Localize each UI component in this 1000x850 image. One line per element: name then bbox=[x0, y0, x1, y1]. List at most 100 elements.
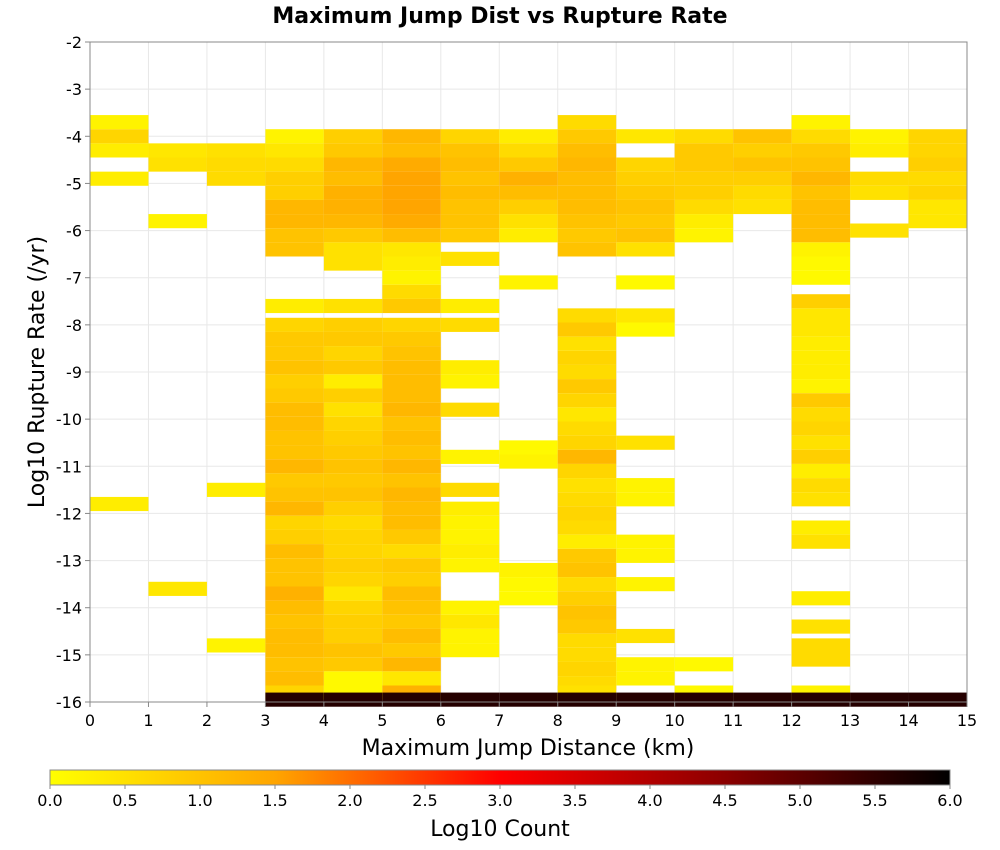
heatmap-cell bbox=[616, 628, 675, 644]
heatmap-cell bbox=[616, 671, 675, 686]
x-tick-label: 1 bbox=[143, 711, 153, 730]
heatmap-cell bbox=[499, 228, 558, 243]
heatmap-cell bbox=[382, 129, 441, 144]
heatmap-cell bbox=[908, 157, 967, 172]
heatmap-cell bbox=[557, 647, 617, 662]
heatmap-cell bbox=[440, 185, 500, 200]
heatmap-cell bbox=[791, 520, 851, 535]
heatmap-cell bbox=[499, 275, 558, 290]
heatmap-cell bbox=[791, 185, 851, 200]
heatmap-cell bbox=[265, 143, 324, 158]
x-tick-label: 0 bbox=[85, 711, 95, 730]
heatmap-cell bbox=[440, 515, 500, 530]
heatmap-cell bbox=[499, 185, 558, 200]
heatmap-cell bbox=[557, 633, 617, 648]
heatmap-cell bbox=[850, 129, 909, 144]
heatmap-cell bbox=[557, 449, 617, 464]
heatmap-cell bbox=[557, 379, 617, 394]
heatmap-cell bbox=[323, 614, 383, 629]
heatmap-cell bbox=[674, 214, 734, 229]
heatmap-cell bbox=[323, 657, 383, 672]
heatmap-cell bbox=[323, 185, 383, 200]
heatmap-cell bbox=[557, 171, 617, 186]
heatmap-cell bbox=[908, 143, 967, 158]
heatmap-cell bbox=[265, 643, 324, 658]
heatmap-cell bbox=[791, 129, 851, 144]
heatmap-cell bbox=[791, 591, 851, 606]
heatmap-cell bbox=[382, 614, 441, 629]
heatmap-cell bbox=[616, 199, 675, 215]
heatmap-cell bbox=[440, 214, 500, 229]
heatmap-cell bbox=[791, 228, 851, 243]
heatmap-cell bbox=[616, 435, 675, 450]
heatmap-cell bbox=[382, 487, 441, 502]
heatmap-cell bbox=[265, 657, 324, 672]
heatmap-cell bbox=[791, 308, 851, 323]
heatmap-cell bbox=[265, 298, 324, 314]
heatmap-cell bbox=[323, 346, 383, 361]
y-tick-label: -11 bbox=[56, 457, 82, 476]
heatmap-cell bbox=[616, 308, 675, 323]
heatmap-cell bbox=[440, 692, 500, 707]
chart-title: Maximum Jump Dist vs Rupture Rate bbox=[272, 4, 727, 29]
heatmap-cell bbox=[616, 692, 675, 707]
heatmap-cell bbox=[323, 473, 383, 488]
heatmap-cell bbox=[557, 407, 617, 422]
heatmap-cell bbox=[148, 157, 207, 172]
heatmap-cell bbox=[440, 171, 500, 186]
heatmap-cell bbox=[382, 586, 441, 601]
heatmap-cell bbox=[323, 692, 383, 707]
heatmap-cell bbox=[908, 214, 967, 229]
heatmap-cell bbox=[148, 143, 207, 158]
heatmap-cell bbox=[382, 157, 441, 172]
heatmap-cell bbox=[323, 558, 383, 573]
heatmap-cell bbox=[90, 129, 149, 144]
heatmap-cell bbox=[791, 463, 851, 479]
heatmap-cell bbox=[323, 671, 383, 686]
colorbar-tick-label: 0.5 bbox=[112, 791, 137, 810]
colorbar-label: Log10 Count bbox=[430, 817, 570, 842]
heatmap-cell bbox=[323, 586, 383, 601]
heatmap-cell bbox=[382, 515, 441, 530]
heatmap-cell bbox=[382, 430, 441, 446]
heatmap-cell bbox=[382, 529, 441, 545]
y-tick-label: -2 bbox=[66, 33, 82, 52]
heatmap-cell bbox=[616, 577, 675, 592]
heatmap-cell bbox=[674, 657, 734, 672]
heatmap-cell bbox=[674, 143, 734, 158]
heatmap-cell bbox=[499, 129, 558, 144]
heatmap-cell bbox=[382, 360, 441, 375]
heatmap-cell bbox=[733, 157, 792, 172]
heatmap-cell bbox=[382, 256, 441, 271]
heatmap-cell bbox=[90, 143, 149, 158]
heatmap-cell bbox=[323, 501, 383, 516]
heatmap-cell bbox=[791, 350, 851, 365]
heatmap-cell bbox=[206, 638, 266, 653]
heatmap-cell bbox=[616, 478, 675, 493]
heatmap-cell bbox=[791, 692, 851, 707]
heatmap-cell bbox=[382, 214, 441, 229]
y-tick-label: -7 bbox=[66, 269, 82, 288]
y-tick-label: -15 bbox=[56, 646, 82, 665]
heatmap-cell bbox=[791, 157, 851, 172]
heatmap-cell bbox=[850, 143, 909, 158]
heatmap-cell bbox=[382, 600, 441, 615]
heatmap-cell bbox=[733, 143, 792, 158]
heatmap-cell bbox=[557, 605, 617, 620]
heatmap-cell bbox=[382, 657, 441, 672]
heatmap-cell bbox=[382, 692, 441, 707]
heatmap-cell bbox=[791, 449, 851, 464]
x-tick-label: 13 bbox=[840, 711, 860, 730]
heatmap-cell bbox=[265, 671, 324, 686]
heatmap-cell bbox=[499, 562, 558, 578]
heatmap-cell bbox=[265, 544, 324, 559]
colorbar-tick-label: 1.0 bbox=[187, 791, 212, 810]
heatmap-cell bbox=[557, 421, 617, 436]
heatmap-cell bbox=[440, 228, 500, 243]
heatmap-cell bbox=[323, 374, 383, 389]
heatmap-cell bbox=[206, 143, 266, 158]
heatmap-cell bbox=[382, 374, 441, 389]
heatmap-cell bbox=[674, 692, 734, 707]
heatmap-cell bbox=[791, 294, 851, 309]
heatmap-cell bbox=[440, 643, 500, 658]
